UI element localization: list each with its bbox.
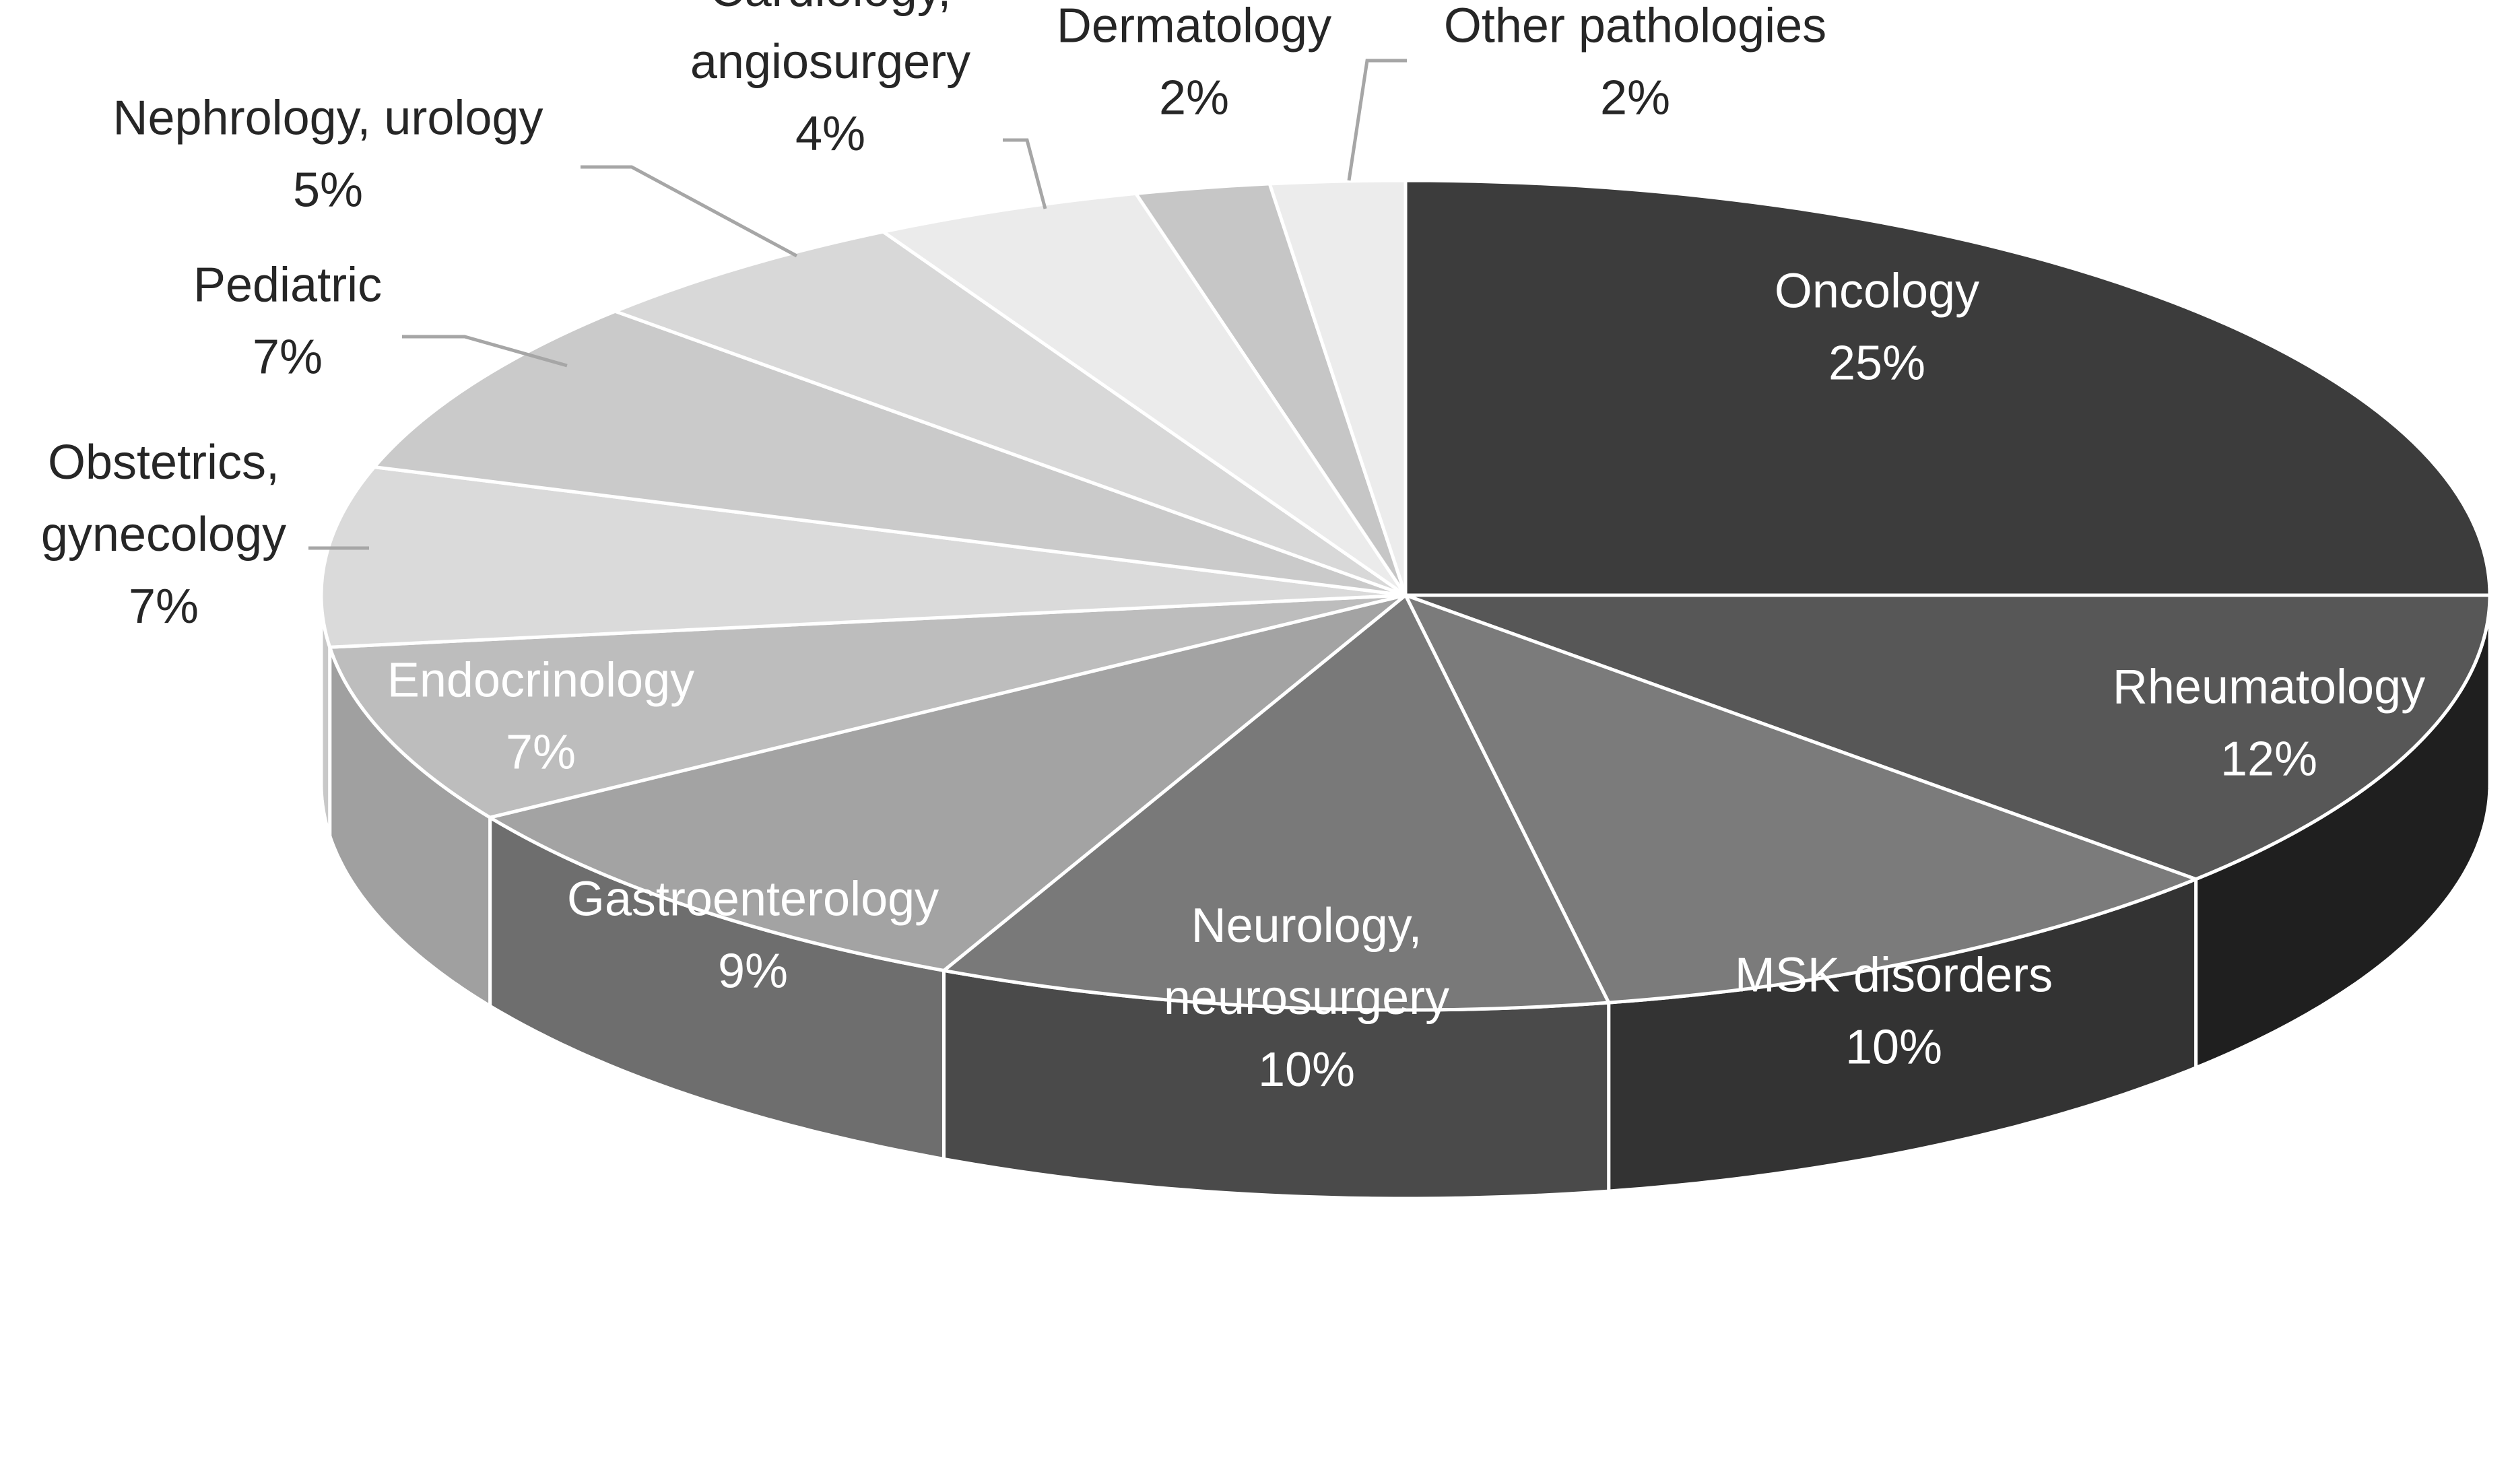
slice-percent-text: 10% — [1258, 1043, 1355, 1097]
slice-pediatric — [372, 309, 1408, 597]
slice-percent-text: 10% — [1845, 1021, 1942, 1075]
slice-cardiology-angiosurgery — [881, 191, 1408, 597]
slice-label-endocrinology: Endocrinology 7% — [387, 654, 694, 780]
slice-label-cardiology-angiosurgery: Cardiology, angiosurgery 4% — [690, 0, 970, 161]
slice-name-text: Neurology, — [1191, 899, 1422, 953]
slice-label-oncology: Oncology 25% — [1775, 265, 1979, 391]
leader-line-nephrology-urology — [581, 165, 798, 258]
slice-percent-text: 9% — [718, 945, 788, 999]
slice-label-gastroenterology: Gastroenterology 9% — [567, 873, 939, 999]
slice-percent-text: 4% — [795, 107, 865, 161]
slice-name-text: Pediatric — [193, 259, 382, 312]
slice-percent-text: 7% — [506, 726, 576, 780]
slice-name-text: Nephrology, urology — [112, 92, 543, 145]
slice-name-text: Cardiology, — [710, 0, 952, 17]
slice-msk-disorders — [1403, 593, 2198, 1005]
leader-line-pediatric — [402, 335, 568, 368]
slice-percent-text: 7% — [253, 331, 323, 384]
slice-name-text: angiosurgery — [690, 35, 970, 89]
leader-line-cardiology-angiosurgery — [1003, 138, 1047, 209]
slice-label-other-pathologies: Other pathologies 2% — [1444, 0, 1826, 125]
slice-label-rheumatology: Rheumatology 12% — [2113, 661, 2425, 786]
slice-labels: Oncology 25% Rheumatology 12% MSK disorders 1… — [41, 0, 2425, 1097]
slice-name-text: Endocrinology — [387, 654, 694, 708]
slice-nephrology-urology — [613, 230, 1408, 597]
slice-name-text: Oncology — [1775, 265, 1979, 318]
slice-label-nephrology-urology: Nephrology, urology 5% — [112, 92, 543, 217]
slice-percent-text: 25% — [1828, 337, 1925, 391]
slice-gastroenterology — [488, 593, 1408, 972]
slice-oncology — [1403, 178, 2492, 597]
slice-obstetrics-gynecology — [319, 465, 1408, 649]
slice-label-obstetrics-gynecology: Obstetrics, gynecology 7% — [41, 436, 286, 634]
slice-name-text: neurosurgery — [1164, 971, 1449, 1025]
slice-name-text: Obstetrics, — [48, 436, 279, 490]
slice-rheumatology — [1403, 593, 2492, 881]
slice-label-pediatric: Pediatric 7% — [193, 259, 382, 384]
slice-name-text: Dermatology — [1057, 0, 1331, 53]
slice-neurology-neurosurgery — [942, 593, 1611, 1012]
slice-other-pathologies — [1267, 178, 1408, 597]
slice-name-text: gynecology — [41, 508, 286, 562]
slice-endocrinology — [328, 593, 1408, 819]
label-leader-lines — [308, 59, 1407, 550]
slice-name-text: Other pathologies — [1444, 0, 1826, 53]
slice-name-text: Rheumatology — [2113, 661, 2425, 714]
slice-percent-text: 7% — [129, 580, 199, 634]
slice-name-text: Gastroenterology — [567, 873, 939, 926]
pie-top-slices — [319, 178, 2492, 1012]
slice-percent-text: 12% — [2220, 733, 2317, 786]
slice-label-neurology-neurosurgery: Neurology, neurosurgery 10% — [1164, 899, 1449, 1097]
slice-percent-text: 5% — [293, 164, 363, 217]
slice-percent-text: 2% — [1600, 71, 1670, 125]
slice-label-msk-disorders: MSK disorders 10% — [1735, 949, 2053, 1075]
leader-line-other-pathologies — [1347, 59, 1407, 181]
slice-label-dermatology: Dermatology 2% — [1057, 0, 1331, 125]
slice-name-text: MSK disorders — [1735, 949, 2053, 1003]
slice-percent-text: 2% — [1159, 71, 1229, 125]
